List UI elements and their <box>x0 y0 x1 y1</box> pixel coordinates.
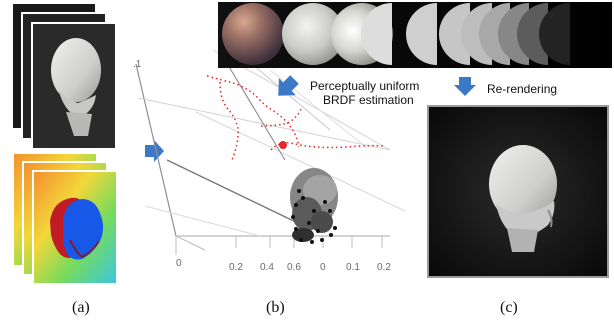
trajectory-loop <box>219 81 239 161</box>
render-head <box>489 145 557 223</box>
trajectory-right <box>270 141 385 151</box>
grid-middle <box>195 111 406 212</box>
sphere-2 <box>282 3 344 65</box>
panel-a-photo-stack <box>11 2 117 150</box>
brdf-caption-line-2: BRDF estimation <box>323 93 414 107</box>
sphere-4 <box>360 2 392 65</box>
render-neck <box>507 228 538 252</box>
axis-label-0: 0 <box>176 258 182 269</box>
arrow-icon <box>278 75 299 96</box>
sphere-1 <box>222 3 284 65</box>
arrow-icon <box>454 77 476 96</box>
sphere-6 <box>438 2 470 65</box>
rerendering-caption: Re-rendering <box>487 82 557 96</box>
sphere-5 <box>405 2 437 65</box>
panel-c-render <box>427 105 609 278</box>
head-photo-main <box>51 38 101 102</box>
brdf-caption-line-1: Perceptually uniform <box>310 79 419 93</box>
panel-label-a: (a) <box>72 299 90 316</box>
highlight-point <box>279 141 287 149</box>
panel-a-depth-stack <box>12 152 118 285</box>
grid-low-diagonal <box>144 205 261 237</box>
panel-b-3d-plot <box>135 49 406 255</box>
axis-left-vertical <box>135 63 177 237</box>
render-face <box>496 201 555 237</box>
depth-map-edge <box>69 239 100 259</box>
material-strip <box>218 2 612 68</box>
axis-label-0-6: 0.6 <box>287 262 301 273</box>
sphere-11 <box>538 2 570 65</box>
point-cloud-head <box>290 168 338 244</box>
arrow-a-to-b <box>145 140 164 162</box>
axis-label-0b: 0 <box>320 262 326 273</box>
panel-label-b: (b) <box>266 299 285 316</box>
panel-label-c: (c) <box>500 299 518 316</box>
head-photo-jaw <box>58 88 96 118</box>
head-photo-neck <box>66 112 92 136</box>
grid-main-diagonal <box>166 159 303 226</box>
axis-front-short <box>175 235 206 251</box>
arrow-icon <box>145 140 164 162</box>
sphere-10 <box>516 2 548 65</box>
axis-label-0-1: 0.1 <box>346 262 360 273</box>
axis-label-0-4: 0.4 <box>260 262 274 273</box>
trajectory-main <box>206 75 300 148</box>
trajectory-top <box>260 106 303 127</box>
axis-label-0-2: 0.2 <box>229 262 243 273</box>
arrow-to-brdf <box>278 75 299 96</box>
grid-cross-1 <box>224 59 286 161</box>
arrow-to-rerendering <box>454 77 476 96</box>
axis-label-0-2b: 0.2 <box>377 262 391 273</box>
render-ear <box>547 209 553 228</box>
top-left-axis-label: .1 <box>133 59 142 70</box>
